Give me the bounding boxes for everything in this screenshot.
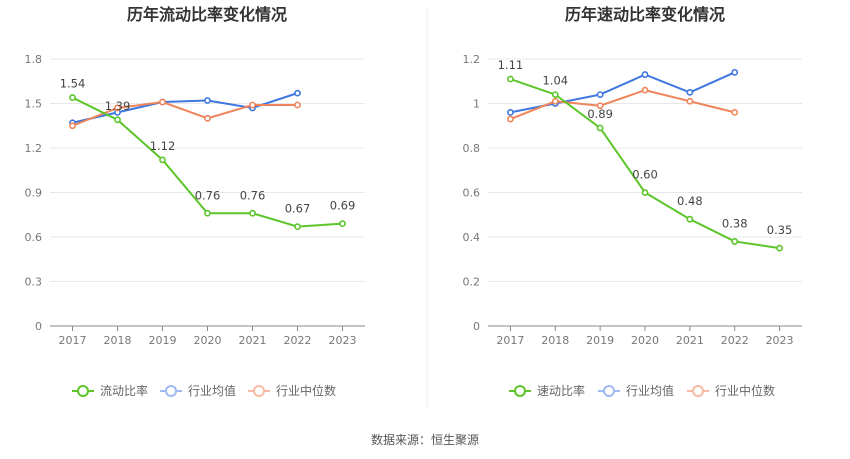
data-point: [686, 215, 694, 223]
x-tick-label: 2017: [496, 334, 524, 347]
data-point: [551, 91, 559, 98]
data-point: [641, 71, 649, 78]
y-tick-label: 0.3: [25, 276, 43, 289]
data-label: 0.60: [632, 168, 658, 182]
y-tick-label: 0.6: [25, 231, 43, 244]
x-tick-label: 2018: [104, 334, 132, 347]
x-tick-label: 2022: [284, 334, 312, 347]
y-tick-label: 1.2: [25, 142, 43, 155]
data-point: [249, 209, 256, 217]
legend-marker: [165, 385, 177, 397]
x-tick-label: 2023: [329, 334, 357, 347]
y-tick-label: 1.2: [463, 53, 481, 66]
data-point: [69, 94, 76, 101]
legend-item-label[interactable]: 流动比率: [100, 383, 148, 398]
x-tick-label: 2023: [766, 334, 794, 347]
y-tick-label: 1.8: [25, 53, 43, 66]
chart-title: 历年速动比率变化情况: [565, 5, 725, 24]
legend-marker: [692, 385, 704, 397]
legend-marker: [77, 385, 89, 397]
data-point: [731, 109, 739, 116]
x-tick-label: 2018: [541, 334, 569, 347]
data-point: [641, 189, 649, 196]
data-point: [686, 97, 694, 105]
data-point: [114, 116, 121, 124]
data-point: [731, 68, 739, 76]
legend-item-label[interactable]: 行业中位数: [276, 383, 336, 398]
data-label: 0.89: [587, 107, 613, 121]
data-point: [551, 97, 559, 105]
y-tick-label: 1: [473, 98, 480, 111]
data-label: 0.76: [195, 188, 221, 202]
data-label: 1.11: [498, 58, 524, 72]
chart-title: 历年流动比率变化情况: [127, 5, 287, 24]
series-line: [510, 89, 735, 121]
data-label: 0.69: [330, 199, 356, 213]
data-point: [596, 124, 604, 132]
data-point: [114, 104, 121, 112]
data-label: 0.76: [240, 188, 266, 202]
y-tick-label: 0.6: [463, 187, 481, 200]
data-label: 1.04: [542, 74, 568, 88]
data-label: 1.54: [60, 77, 86, 91]
legend-item-label[interactable]: 行业均值: [188, 383, 236, 398]
data-point: [204, 97, 211, 104]
legend-marker: [514, 385, 526, 397]
current-ratio-chart: 历年流动比率变化情况 0 0.3 0.6 0.9 1.2 1.5 1.8 2017 2018 201…: [25, 5, 365, 398]
data-point: [159, 156, 166, 164]
data-point: [686, 88, 694, 96]
data-point: [159, 98, 166, 106]
x-tick-label: 2020: [194, 334, 222, 347]
data-point: [596, 91, 604, 98]
data-point: [294, 101, 301, 109]
series-line: [72, 100, 298, 127]
data-point: [204, 209, 211, 217]
data-label: 0.35: [767, 223, 793, 237]
data-point: [294, 89, 301, 97]
x-tick-label: 2019: [586, 334, 614, 347]
data-label: 0.48: [677, 194, 703, 208]
y-tick-label: 0: [473, 320, 480, 333]
data-point: [339, 220, 346, 228]
y-tick-label: 0.9: [25, 187, 43, 200]
legend-item-label[interactable]: 速动比率: [537, 383, 585, 398]
data-point: [507, 109, 514, 116]
y-tick-label: 1.5: [25, 98, 43, 111]
x-tick-label: 2022: [721, 334, 749, 347]
legend-item-label[interactable]: 行业中位数: [715, 383, 775, 398]
data-point: [596, 102, 604, 110]
legend-marker: [603, 385, 615, 397]
data-label: 1.12: [150, 139, 176, 153]
legend-marker: [253, 385, 265, 397]
x-tick-label: 2021: [676, 334, 704, 347]
y-tick-label: 0: [35, 320, 42, 333]
data-label: 1.39: [105, 99, 131, 113]
x-tick-label: 2020: [631, 334, 659, 347]
data-point: [641, 86, 649, 94]
x-tick-label: 2017: [59, 334, 87, 347]
data-point: [776, 244, 783, 252]
data-point: [294, 223, 301, 231]
quick-ratio-chart: 历年速动比率变化情况 0 0.2 0.4 0.6 0.8 1 1.2 2017 2018 2019 2…: [463, 5, 802, 398]
x-tick-label: 2021: [239, 334, 267, 347]
data-label: 0.67: [285, 202, 311, 216]
data-point: [249, 101, 256, 109]
y-tick-label: 0.8: [463, 142, 481, 155]
y-tick-label: 0.4: [463, 231, 481, 244]
data-point: [731, 238, 739, 245]
legend-item-label[interactable]: 行业均值: [626, 383, 674, 398]
data-point: [507, 115, 514, 123]
x-tick-label: 2019: [149, 334, 177, 347]
data-point: [204, 114, 211, 122]
source-note: 数据来源：恒生聚源: [370, 433, 479, 447]
data-label: 0.38: [722, 216, 748, 230]
data-point: [507, 75, 514, 83]
y-tick-label: 0.2: [463, 276, 481, 289]
data-point: [69, 122, 76, 130]
